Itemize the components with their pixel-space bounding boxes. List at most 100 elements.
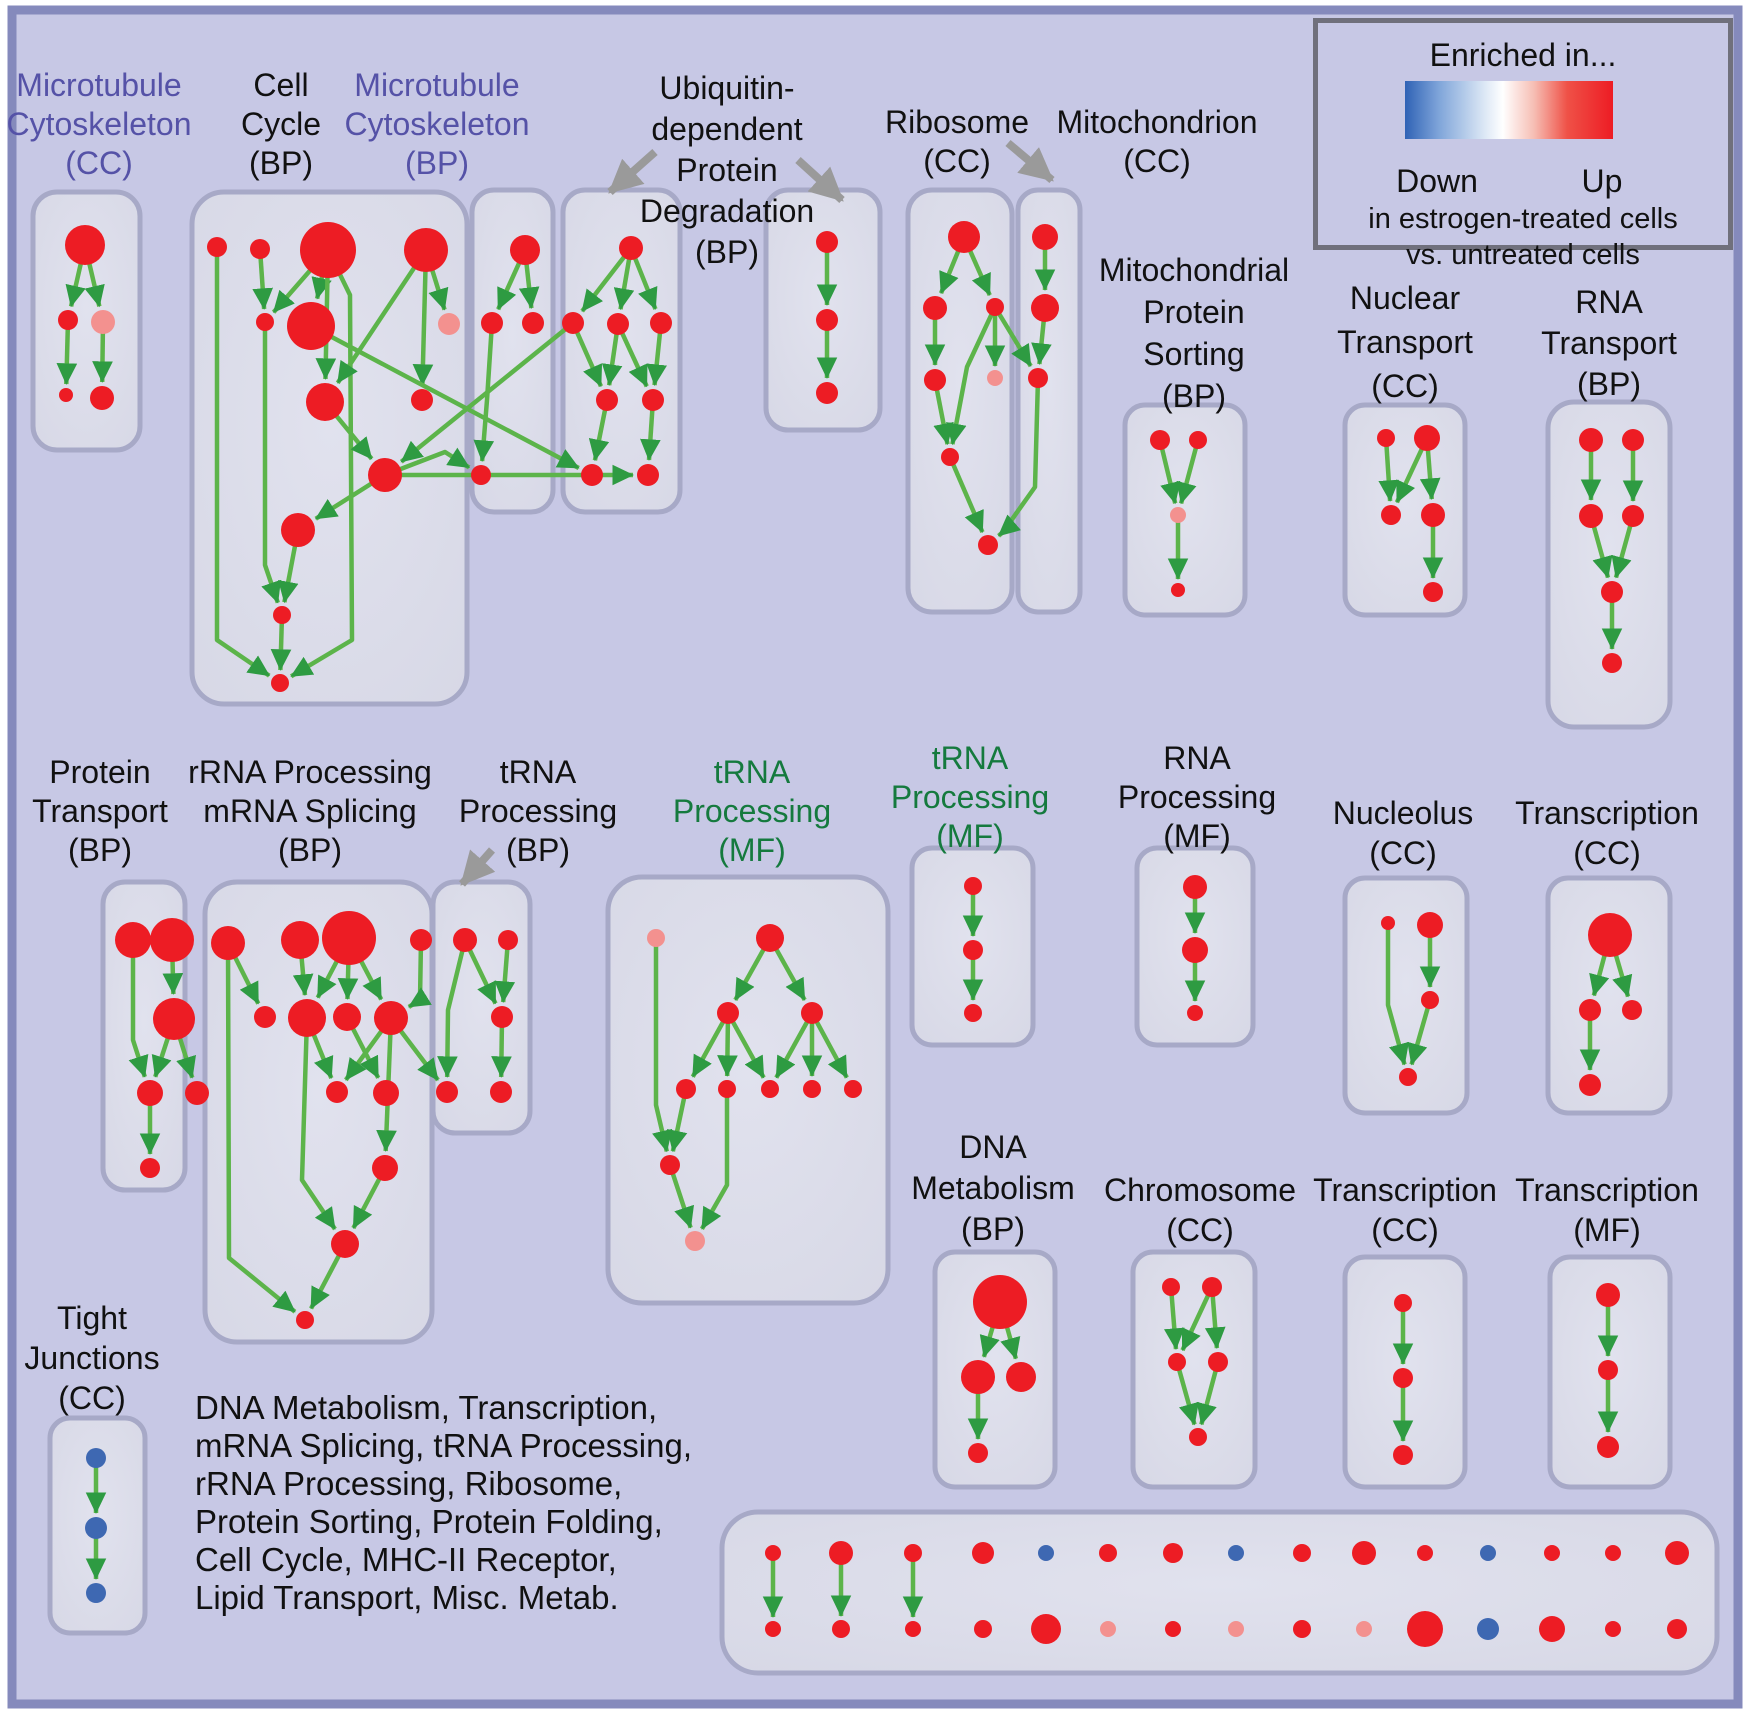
node-bottom-misc-18	[974, 1620, 992, 1638]
node-bottom-misc-28	[1605, 1621, 1621, 1637]
cluster-label-trna-processing-bp: tRNA Processing (BP)	[458, 753, 618, 868]
node-cell-cycle-6	[438, 313, 460, 335]
node-bottom-misc-1	[829, 1541, 853, 1565]
node-rna-transport-5	[1602, 653, 1622, 673]
node-transcription-cc-a-0	[1588, 913, 1632, 957]
footer-line-2: mRNA Splicing, tRNA Processing,	[195, 1427, 693, 1464]
edge-ubiquitin-degradation-0	[580, 246, 633, 313]
node-rna-processing-mf-2	[1187, 1005, 1203, 1021]
edge-rrna-processing-mrna-splicing-1	[225, 942, 297, 1314]
node-bottom-misc-27	[1539, 1616, 1565, 1642]
cluster-label-ribosome-cc: Ribosome (CC)	[884, 103, 1030, 179]
node-trna-processing-mf-big-2	[717, 1002, 739, 1024]
edge-trna-processing-mf-big-10	[699, 1089, 730, 1230]
node-bottom-misc-12	[1544, 1545, 1560, 1561]
cross-cell-cycle-to-ubiquitin-1	[309, 324, 580, 470]
cluster-label-trna-processing-mf-1: tRNA Processing (MF)	[672, 753, 832, 868]
node-cell-cycle-7	[306, 383, 344, 421]
legend-title: Enriched in...	[1429, 37, 1617, 73]
node-nuclear-transport-2	[1381, 505, 1401, 525]
node-bottom-misc-3	[972, 1542, 994, 1564]
node-bottom-misc-16	[832, 1620, 850, 1638]
node-rrna-processing-mrna-splicing-9	[373, 1080, 399, 1106]
node-rna-processing-mf-0	[1183, 875, 1207, 899]
node-rrna-processing-mrna-splicing-7	[374, 1001, 408, 1035]
cross-mitochondrion-to-ribosome	[997, 377, 1041, 538]
node-trna-processing-mf-big-5	[718, 1080, 736, 1098]
node-rna-transport-3	[1622, 505, 1644, 527]
node-bottom-misc-9	[1352, 1541, 1376, 1565]
node-microtubule-bp-0	[510, 235, 540, 265]
cluster-label-rna-transport-bp: RNA Transport (BP)	[1541, 283, 1677, 402]
node-dna-metabolism-0	[973, 1275, 1027, 1329]
cluster-boxes	[30, 187, 1720, 1676]
node-trna-processing-mf-small-1	[963, 940, 983, 960]
node-ribosome-2	[986, 298, 1004, 316]
node-trna-processing-bp-0	[453, 928, 477, 952]
node-cell-cycle-8	[411, 389, 433, 411]
node-rna-transport-2	[1579, 504, 1603, 528]
node-nucleolus-3	[1399, 1068, 1417, 1086]
cluster-label-cell-cycle-bp: Cell Cycle (BP)	[240, 66, 322, 181]
edge-trna-processing-mf-big-8	[810, 1011, 849, 1079]
node-rna-transport-0	[1579, 428, 1603, 452]
node-protein-transport-4	[185, 1081, 209, 1105]
node-chromosome-3	[1208, 1352, 1228, 1372]
node-mitochondrion-0	[1032, 224, 1058, 250]
node-bottom-misc-17	[905, 1621, 921, 1637]
node-rrna-processing-mrna-splicing-4	[254, 1006, 276, 1028]
node-bottom-misc-23	[1293, 1620, 1311, 1638]
node-protein-transport-2	[153, 998, 195, 1040]
legend-gradient-bar	[1405, 81, 1613, 139]
edge-chromosome-2	[1204, 1286, 1226, 1349]
legend-down-label: Down	[1396, 163, 1478, 199]
node-nuclear-transport-1	[1414, 425, 1440, 451]
node-cell-cycle-12	[271, 674, 289, 692]
node-trna-processing-bp-3	[436, 1081, 458, 1103]
node-chromosome-0	[1162, 1278, 1180, 1296]
node-bottom-misc-11	[1480, 1545, 1496, 1561]
node-ubiquitin-degradation-1	[562, 312, 584, 334]
node-rna-processing-mf-1	[1182, 937, 1208, 963]
node-bottom-misc-21	[1165, 1621, 1181, 1637]
node-trna-processing-mf-big-3	[801, 1002, 823, 1024]
cluster-label-rna-processing-mf: RNA Processing (MF)	[1117, 739, 1277, 854]
cross-ubiquitin-to-cell-cycle	[399, 321, 575, 464]
node-microtubule-cc-3	[59, 388, 73, 402]
node-ribosome-6	[978, 535, 998, 555]
node-nuclear-transport-3	[1421, 503, 1445, 527]
node-trna-processing-bp-4	[490, 1081, 512, 1103]
node-rrna-processing-mrna-splicing-3	[410, 929, 432, 951]
edge-ribosome-6	[947, 456, 985, 534]
legend-up-label: Up	[1581, 163, 1623, 199]
cluster-label-transcription-mf: Transcription (MF)	[1515, 1172, 1699, 1248]
node-ribosome-3	[924, 369, 946, 391]
node-cell-cycle-1	[250, 239, 270, 259]
node-rrna-processing-mrna-splicing-8	[326, 1081, 348, 1103]
node-bottom-misc-8	[1293, 1544, 1311, 1562]
node-ubiquitin-degradation-2-1	[816, 309, 838, 331]
footer-line-6: Lipid Transport, Misc. Metab.	[195, 1579, 619, 1616]
node-transcription-cc-b-2	[1393, 1445, 1413, 1465]
node-tight-junctions-2	[86, 1583, 106, 1603]
node-bottom-misc-7	[1228, 1545, 1244, 1561]
node-transcription-cc-a-3	[1579, 1074, 1601, 1096]
footer-line-5: Cell Cycle, MHC-II Receptor,	[195, 1541, 617, 1578]
edge-microtubule-cc-2	[56, 319, 78, 385]
node-bottom-misc-26	[1477, 1618, 1499, 1640]
cluster-label-rrna-processing-mrna-splicing-bp: rRNA Processing mRNA Splicing (BP)	[188, 753, 432, 868]
node-rrna-processing-mrna-splicing-11	[331, 1230, 359, 1258]
node-ribosome-0	[948, 221, 980, 253]
footer-line-1: DNA Metabolism, Transcription,	[195, 1389, 658, 1426]
edge-trna-processing-mf-big-11	[667, 1164, 694, 1229]
node-ubiquitin-degradation-4	[596, 389, 618, 411]
footer-line-3: rRNA Processing, Ribosome,	[195, 1465, 623, 1502]
node-protein-transport-1	[150, 918, 194, 962]
node-trna-processing-bp-2	[491, 1006, 513, 1028]
annotation-arrows	[459, 139, 1055, 887]
cluster-label-nucleolus-cc: Nucleolus (CC)	[1332, 795, 1474, 871]
arrow-to-ubiquitin-box-2	[795, 157, 845, 203]
node-bottom-misc-6	[1163, 1543, 1183, 1563]
node-cell-cycle-2	[300, 222, 356, 278]
